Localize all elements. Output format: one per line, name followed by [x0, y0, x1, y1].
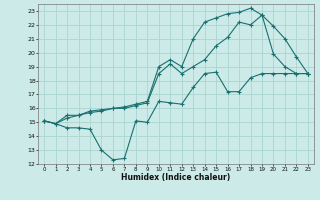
- X-axis label: Humidex (Indice chaleur): Humidex (Indice chaleur): [121, 173, 231, 182]
